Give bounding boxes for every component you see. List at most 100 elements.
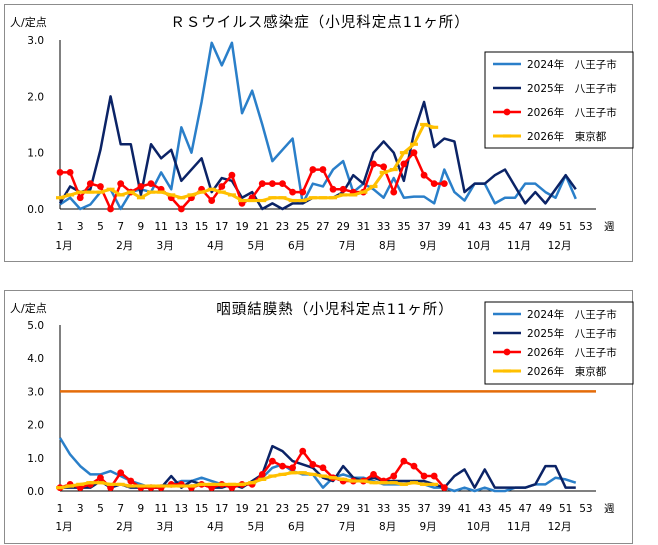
data-point [208,484,216,492]
data-point [420,122,429,127]
month-label: 5月 [248,240,265,252]
y-tick-label: 2.0 [27,91,44,103]
data-point [248,198,257,203]
data-point [96,481,105,485]
month-label: 6月 [288,521,305,533]
x-tick-label: 5 [97,503,104,515]
data-point [308,196,317,200]
data-point [389,167,398,172]
x-tick-label: 19 [235,221,248,233]
data-point [299,188,307,196]
data-point [197,190,206,194]
data-point [430,472,438,480]
data-point [400,457,408,465]
chart-1: ＲＳウイルス感染症（小児科定点11ヶ所）人/定点0.01.02.03.01 3 5 7… [10,14,634,252]
data-point [329,196,338,200]
x-tick-label: 25 [296,221,309,233]
legend-marker [503,369,511,373]
x-tick-label: 35 [397,221,410,233]
data-point [359,190,368,194]
y-tick-label: 2.0 [27,420,44,432]
month-label: 3月 [157,240,174,252]
x-tick-label: 33 [377,221,390,233]
x-tick-label: 11 [154,221,167,233]
data-point [339,193,348,197]
data-point [289,464,297,472]
month-label: 10月 [467,240,491,252]
x-tick-label: 17 [215,503,228,515]
data-point [268,457,276,465]
data-point [268,196,277,200]
data-point [318,474,327,478]
data-point [86,190,95,194]
x-tick-label: 45 [498,503,511,515]
data-point [66,484,75,488]
data-point [258,477,267,481]
x-tick-label: 27 [316,503,329,515]
y-axis-label: 人/定点 [10,15,47,29]
x-tick-label: 53 [579,503,592,515]
legend-label: 2024年 八王子市 [527,308,617,321]
data-point [56,486,64,490]
data-point [76,482,85,486]
x-tick-label: 15 [195,221,208,233]
chart-2: 咽頭結膜熱（小児科定点11ヶ所）人/定点0.01.02.03.04.05.01 3… [10,301,634,533]
y-axis-label: 人/定点 [10,301,47,315]
data-point [258,180,266,188]
data-point [409,481,418,485]
data-point [228,484,236,492]
month-label: 10月 [467,521,491,533]
x-tick-label: 33 [377,503,390,515]
data-point [207,482,216,486]
x-tick-label: 13 [175,503,188,515]
legend-marker [503,134,511,138]
x-axis-label: 週 [604,221,615,233]
x-tick-label: 35 [397,503,410,515]
x-tick-label: 39 [438,503,451,515]
data-point [268,180,276,188]
data-point [430,482,439,486]
legend-label: 2025年 八王子市 [527,327,617,340]
data-point [147,484,156,488]
data-point [370,471,377,478]
x-tick-label: 3 [77,221,84,233]
data-point [400,160,408,168]
x-tick-label: 21 [256,221,269,233]
data-point [349,479,358,483]
data-point [349,193,358,197]
x-tick-label: 7 [117,503,124,515]
month-label: 12月 [548,240,572,252]
x-tick-label: 43 [478,221,491,233]
x-tick-label: 25 [296,503,309,515]
data-point [106,482,115,486]
data-point [298,198,307,203]
data-point [370,160,377,168]
legend-marker [503,108,511,116]
data-point [157,484,166,488]
x-tick-label: 7 [117,221,124,233]
data-point [318,196,327,200]
data-point [177,196,186,200]
data-point [258,198,267,203]
data-point [279,462,286,470]
x-tick-label: 47 [519,221,532,233]
data-point [309,166,317,173]
month-label: 11月 [507,521,531,533]
data-point [107,484,114,492]
data-point [126,484,135,488]
data-point [177,484,186,488]
x-tick-label: 3 [77,503,84,515]
data-point [329,185,337,193]
data-point [167,484,176,488]
month-label: 1月 [55,240,72,252]
series-line-4 [59,123,435,203]
data-point [167,193,176,197]
month-label: 7月 [339,240,356,252]
data-point [248,481,257,485]
legend-label: 2024年 八王子市 [527,58,617,71]
data-point [228,171,236,179]
data-point [278,196,287,200]
y-tick-label: 0.0 [27,204,44,216]
data-point [56,196,64,200]
month-label: 2月 [116,240,133,252]
